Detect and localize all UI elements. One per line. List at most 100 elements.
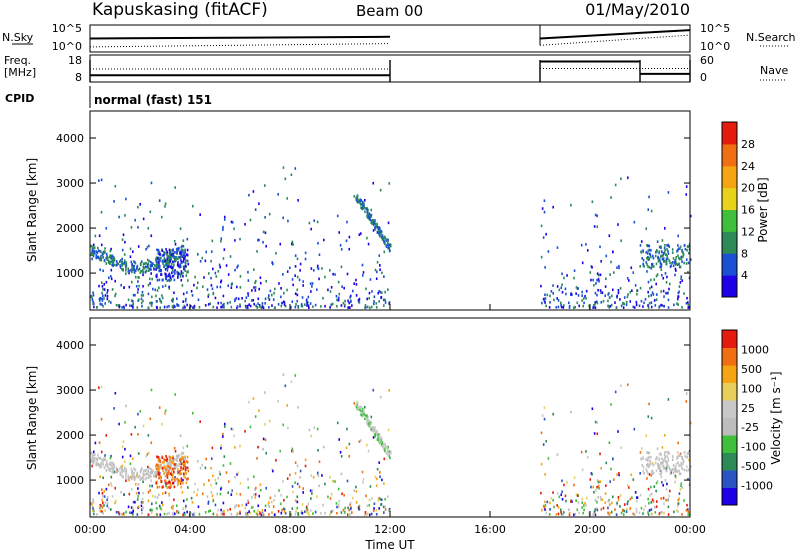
power-cell [630, 266, 633, 270]
velocity-cell [91, 454, 94, 458]
velocity-cell [283, 498, 285, 502]
velocity-cell [371, 426, 373, 429]
power-cell [174, 242, 177, 246]
velocity-cell [170, 462, 173, 465]
power-cell [113, 200, 115, 203]
velocity-cell [674, 466, 676, 469]
velocity-cell [239, 511, 241, 515]
power-cell [277, 303, 280, 306]
power-colorbar-swatch-7 [722, 122, 737, 145]
power-cell [139, 263, 142, 267]
power-cell [249, 218, 252, 222]
cpid-text: normal (fast) 151 [94, 93, 212, 107]
power-cell [125, 262, 128, 266]
power-cell [561, 272, 563, 276]
velocity-colorbar-label: Velocity [m s⁻¹] [769, 371, 783, 464]
noise-right-tick-top: 10^5 [700, 22, 730, 35]
power-cell [154, 288, 157, 292]
velocity-cell [162, 458, 165, 461]
velocity-cell [107, 466, 110, 470]
power-cell [580, 243, 583, 247]
velocity-cell [676, 470, 679, 474]
power-cell [209, 302, 212, 306]
velocity-cell [647, 487, 650, 491]
power-cell [115, 263, 118, 267]
power-cell [149, 301, 152, 305]
power-cell [616, 294, 618, 298]
power-cell [541, 301, 543, 305]
power-cell [361, 200, 364, 204]
power-cell [206, 288, 209, 291]
power-cell [272, 262, 274, 266]
velocity-cell [632, 512, 635, 516]
power-cell [142, 217, 145, 221]
power-cell [379, 268, 381, 272]
power-cell [174, 269, 176, 272]
power-cell [110, 268, 113, 272]
velocity-cell [625, 510, 628, 513]
power-cell [296, 299, 299, 303]
velocity-cell [620, 511, 623, 515]
power-cell [252, 298, 255, 302]
power-cell [183, 304, 186, 308]
power-cell [658, 257, 661, 261]
power-cell [166, 253, 168, 257]
velocity-cell [544, 504, 547, 507]
power-cell [144, 270, 147, 274]
velocity-cell [100, 488, 103, 491]
velocity-cell [193, 511, 196, 515]
velocity-cell [169, 462, 172, 466]
power-cell [184, 269, 187, 272]
velocity-cell [672, 464, 675, 467]
velocity-cell [302, 491, 304, 494]
velocity-cell [334, 480, 336, 483]
velocity-cell [221, 512, 223, 516]
velocity-cell [680, 464, 683, 468]
velocity-cell [370, 420, 373, 424]
velocity-cell [368, 419, 371, 423]
power-cell [150, 265, 152, 268]
velocity-cell [615, 513, 618, 517]
power-cell [605, 254, 608, 258]
velocity-cell [140, 469, 142, 473]
velocity-cell [375, 509, 378, 512]
velocity-cell [655, 489, 657, 493]
power-cell [626, 295, 629, 299]
power-cell [162, 285, 164, 288]
velocity-cell [180, 466, 182, 469]
power-cell [389, 243, 392, 247]
power-cell [647, 306, 650, 309]
velocity-cell [657, 463, 659, 467]
velocity-cell [268, 501, 270, 504]
power-cell [223, 306, 225, 309]
power-cell [164, 202, 167, 206]
velocity-cell [363, 405, 366, 409]
power-cell [155, 274, 157, 278]
power-colorbar-swatch-0 [722, 275, 737, 298]
xtick-label-2: 08:00 [274, 523, 306, 536]
velocity-cell [97, 456, 100, 460]
power-cell [193, 306, 196, 310]
power-cell [339, 243, 342, 247]
power-cell [159, 306, 162, 309]
power-cell [584, 295, 586, 298]
velocity-cell [272, 469, 274, 473]
power-cell [267, 296, 270, 299]
velocity-cell [159, 463, 161, 467]
power-cell [123, 286, 125, 289]
velocity-cell [212, 499, 215, 503]
power-cell [187, 270, 189, 274]
power-cell [353, 195, 356, 198]
power-cell [661, 257, 664, 261]
power-cell [344, 299, 346, 303]
power-cell [165, 261, 167, 264]
velocity-cell [179, 471, 182, 474]
velocity-cell [307, 511, 310, 514]
velocity-cell [650, 508, 653, 511]
velocity-cell [379, 395, 382, 399]
velocity-colorbar-swatch-0 [722, 487, 737, 506]
power-cell [161, 294, 163, 297]
power-cell [99, 256, 102, 259]
power-cell [384, 290, 386, 294]
